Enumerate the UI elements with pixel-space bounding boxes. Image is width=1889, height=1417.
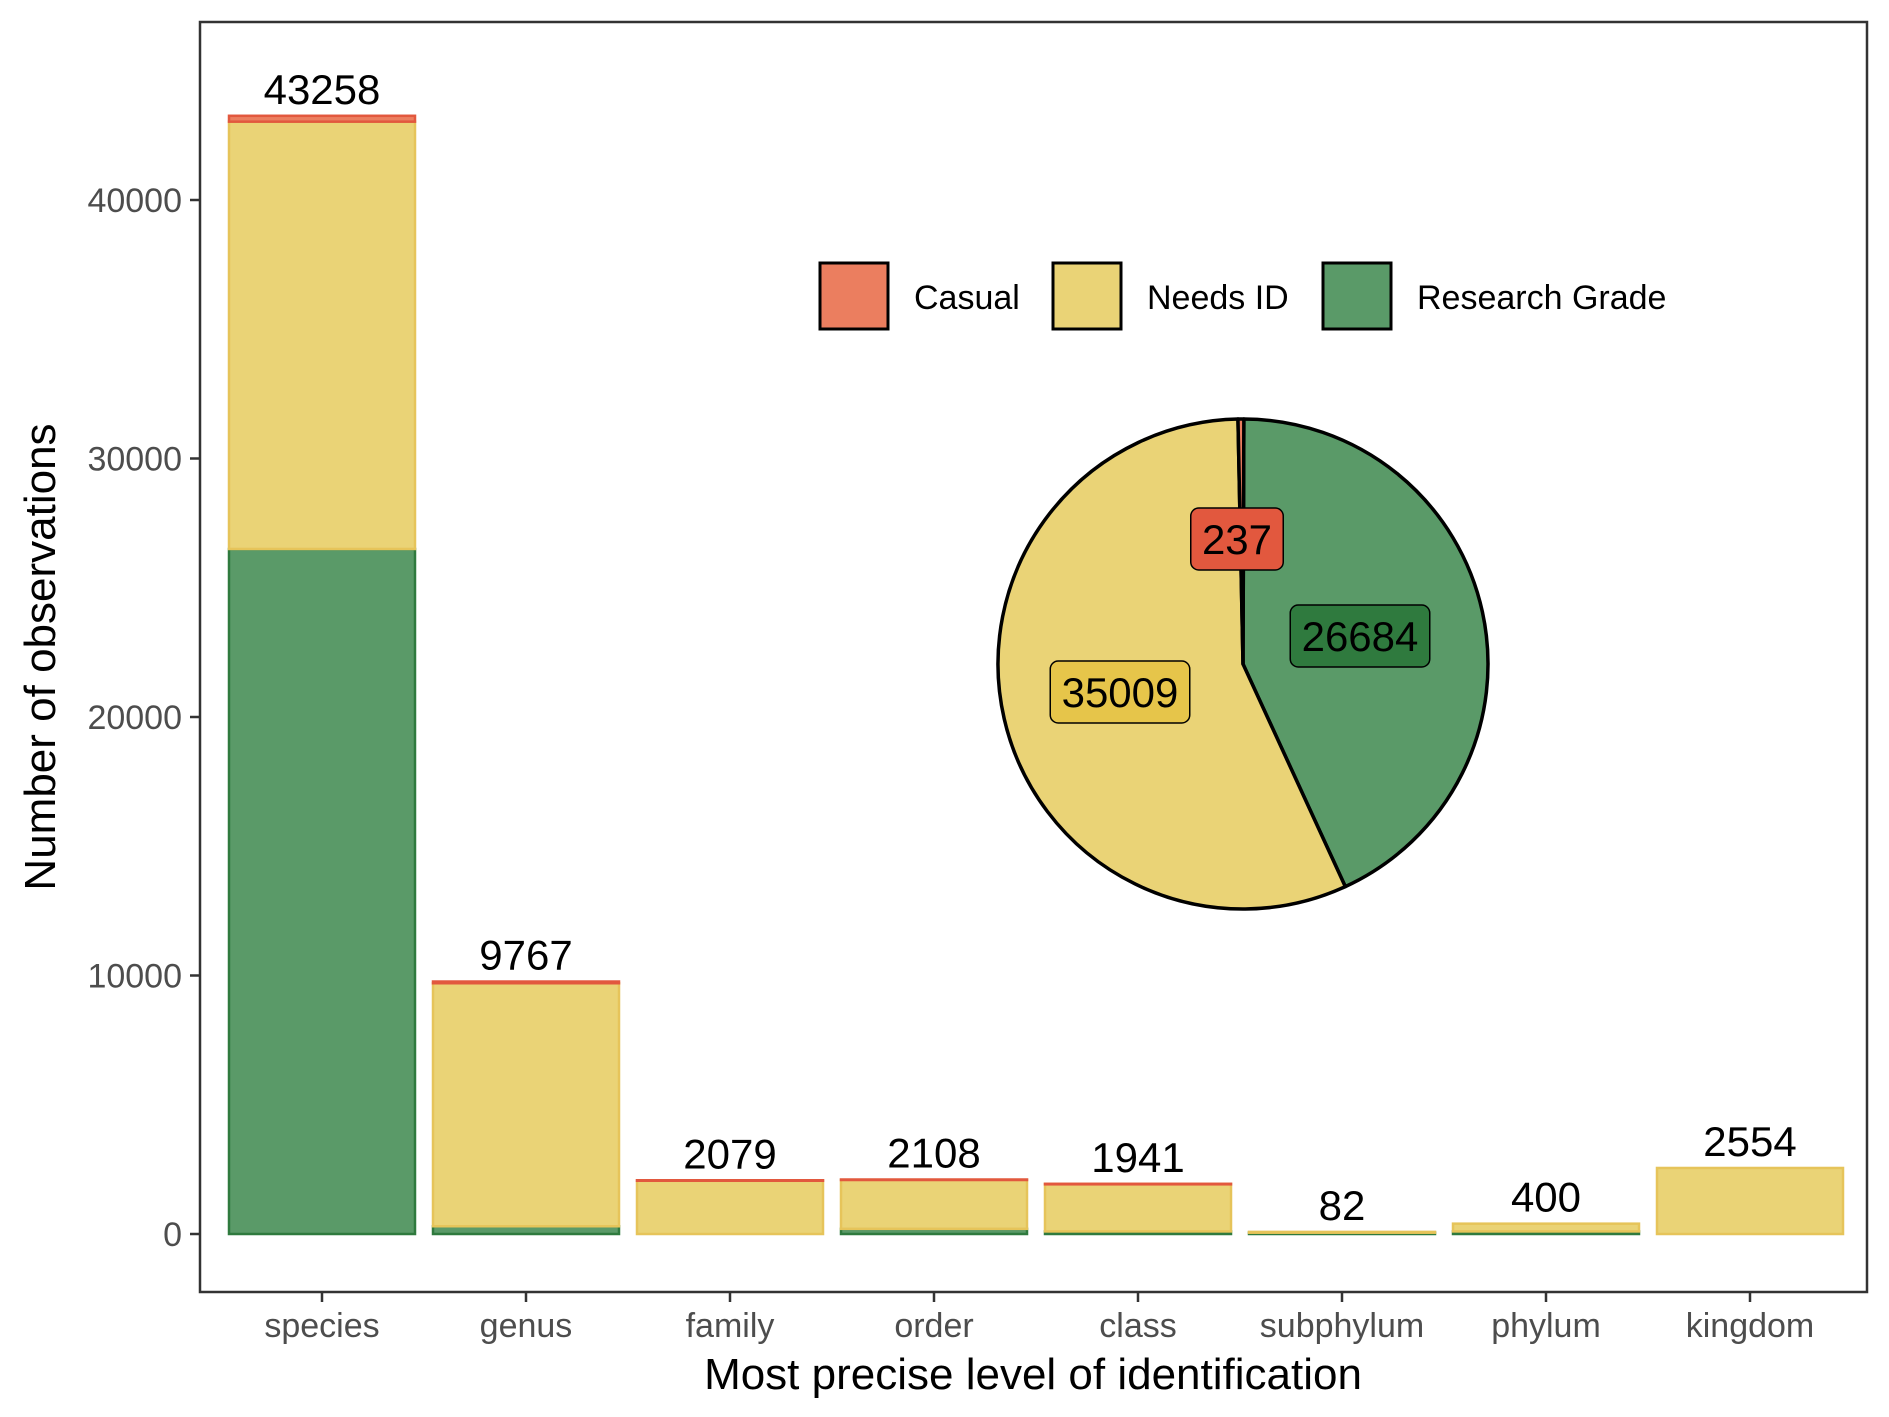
bar-total-label-subphylum: 82 — [1319, 1182, 1366, 1229]
bar-segment-subphylum-needs-id — [1247, 1230, 1437, 1234]
legend-label-casual: Casual — [914, 279, 1020, 317]
pie-label-casual: 237 — [1202, 516, 1272, 563]
bar-segment-family-casual — [635, 1179, 825, 1183]
y-axis: 0 10000 20000 30000 40000 — [87, 182, 200, 1254]
x-tick-label-species: species — [264, 1307, 379, 1345]
bar-total-label-species: 43258 — [264, 66, 381, 113]
legend: Casual Needs ID Research Grade — [818, 261, 1666, 331]
y-tick-label: 40000 — [87, 182, 182, 220]
bar-total-labels: 43258 9767 2079 2108 1941 82 400 2554 — [264, 66, 1797, 1229]
bar-segment-kingdom-needs-id — [1655, 1166, 1845, 1236]
bar-segment-class-needs-id — [1043, 1182, 1233, 1233]
x-axis: species genus family order class subphylum phy… — [264, 1292, 1814, 1345]
legend-swatch-research-grade — [1321, 261, 1393, 331]
bar-segment-genus-needs-id — [431, 982, 621, 1228]
bar-segment-genus-casual — [431, 980, 621, 985]
pie-chart-inset: 26684 35009 237 — [996, 417, 1490, 911]
x-tick-label-class: class — [1099, 1307, 1176, 1345]
x-tick-label-kingdom: kingdom — [1686, 1307, 1815, 1345]
bar-total-label-family: 2079 — [683, 1130, 776, 1177]
bar-segment-family-needs-id — [635, 1179, 825, 1236]
x-tick-label-order: order — [894, 1307, 973, 1345]
bars-layer — [227, 114, 1845, 1236]
bar-total-label-class: 1941 — [1091, 1134, 1184, 1181]
bar-segment-order-needs-id — [839, 1178, 1029, 1231]
bar-total-label-kingdom: 2554 — [1703, 1118, 1796, 1165]
pie-label-box-research-grade — [1289, 604, 1431, 668]
bar-segment-species-research-grade — [227, 547, 417, 1236]
legend-swatch-needs-id — [1051, 261, 1123, 331]
bar-segment-phylum-needs-id — [1451, 1222, 1641, 1233]
x-tick-label-subphylum: subphylum — [1260, 1307, 1424, 1345]
x-tick-label-genus: genus — [480, 1307, 573, 1345]
x-axis-title: Most precise level of identification — [704, 1350, 1362, 1399]
bar-total-label-genus: 9767 — [479, 932, 572, 979]
y-axis-title: Number of observations — [16, 423, 65, 890]
bar-segment-class-casual — [1043, 1182, 1233, 1186]
pie-label-box-casual — [1190, 507, 1284, 571]
bar-segment-species-needs-id — [227, 120, 417, 551]
y-tick-label: 20000 — [87, 699, 182, 737]
legend-label-research-grade: Research Grade — [1417, 279, 1666, 317]
legend-swatch-casual — [818, 261, 890, 331]
pie-label-box-needs-id — [1049, 660, 1191, 724]
y-tick-label: 0 — [163, 1216, 182, 1254]
y-tick-label: 30000 — [87, 441, 182, 479]
pie-label-needs-id: 35009 — [1062, 669, 1179, 716]
bar-total-label-phylum: 400 — [1511, 1174, 1581, 1221]
x-tick-label-phylum: phylum — [1491, 1307, 1601, 1345]
x-tick-label-family: family — [686, 1307, 775, 1345]
pie-label-research-grade: 26684 — [1302, 613, 1419, 660]
y-tick-label: 10000 — [87, 958, 182, 996]
bar-segment-order-casual — [839, 1178, 1029, 1182]
bar-total-label-order: 2108 — [887, 1130, 980, 1177]
bar-segment-species-casual — [227, 114, 417, 123]
legend-label-needs-id: Needs ID — [1147, 279, 1289, 317]
plot-panel-border — [198, 20, 1869, 1294]
